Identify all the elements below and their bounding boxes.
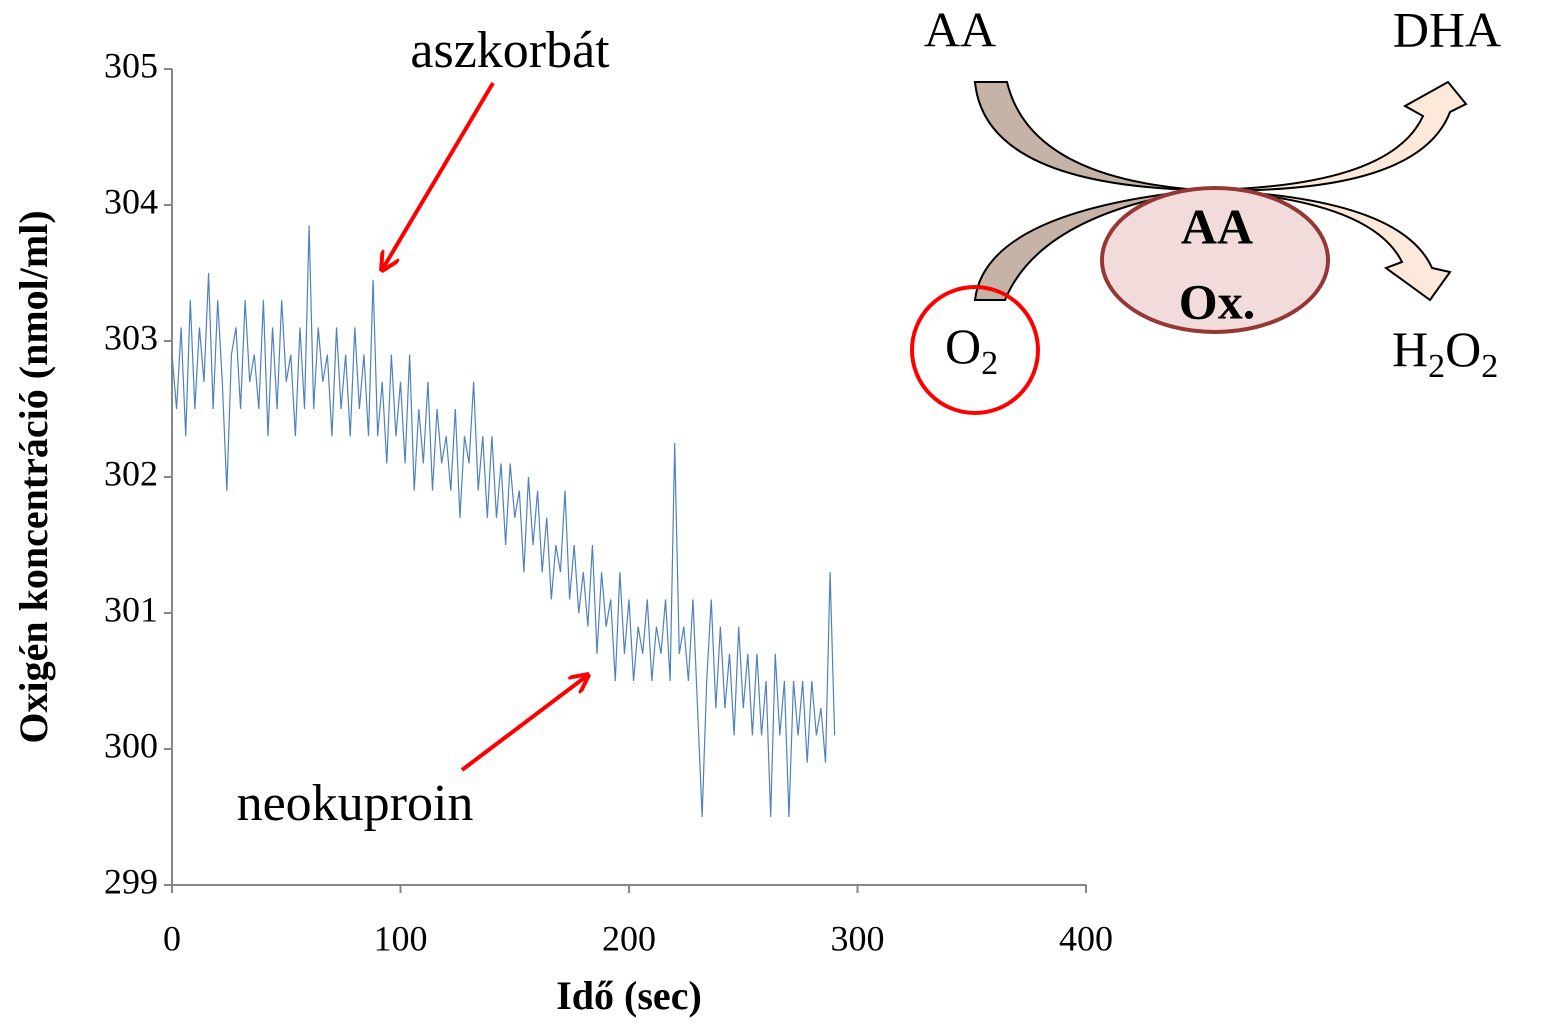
reaction-diagram: AA DHA AA Ox. O2 H2O2 xyxy=(910,1,1501,415)
label-part: 2 xyxy=(1428,348,1445,385)
diagram-label: Ox. xyxy=(1179,273,1255,329)
diagram-arrow xyxy=(1199,189,1452,302)
y-tick-label: 301 xyxy=(104,589,158,629)
diagram-label: O2 xyxy=(945,318,998,381)
diagram-label: H2O2 xyxy=(1392,321,1498,384)
diagram-label: AA xyxy=(924,1,996,57)
data-line xyxy=(171,225,836,818)
label-part: O xyxy=(945,318,981,374)
label-part: H xyxy=(1392,321,1428,377)
diagram-arrow xyxy=(973,81,1201,191)
label-part: 2 xyxy=(981,345,998,382)
y-tick-label: 300 xyxy=(104,725,158,765)
annotation: aszkorbát xyxy=(410,22,610,79)
x-tick-label: 100 xyxy=(374,918,428,958)
x-tick-label: 400 xyxy=(1059,918,1113,958)
annotation-arrow xyxy=(382,81,495,270)
diagram-label: DHA xyxy=(1393,1,1501,57)
enzyme-ellipse xyxy=(1100,186,1330,334)
y-tick-label: 299 xyxy=(104,861,158,901)
diagram-label: AA xyxy=(1181,198,1253,254)
annotation: neokuproin xyxy=(237,775,474,832)
oxygen-circle xyxy=(910,285,1040,415)
y-axis-label: Oxigén koncentráció (nmol/ml) xyxy=(11,210,56,743)
chart: 299 300 301 302 303 304 305 0 100 200 300 400 xyxy=(104,45,1113,958)
y-tick-label: 305 xyxy=(104,45,158,85)
y-tick-label: 303 xyxy=(104,317,158,357)
x-axis-label: Idő (sec) xyxy=(556,973,702,1018)
x-tick-label: 0 xyxy=(163,918,181,958)
y-tick-label: 304 xyxy=(104,181,158,221)
diagram-arrow xyxy=(1199,80,1468,192)
x-tick-label: 200 xyxy=(602,918,656,958)
x-tick-label: 300 xyxy=(831,918,885,958)
label-part: 2 xyxy=(1481,348,1498,385)
y-tick-label: 302 xyxy=(104,453,158,493)
label-part: O xyxy=(1445,321,1481,377)
annotation-arrow xyxy=(460,675,588,772)
